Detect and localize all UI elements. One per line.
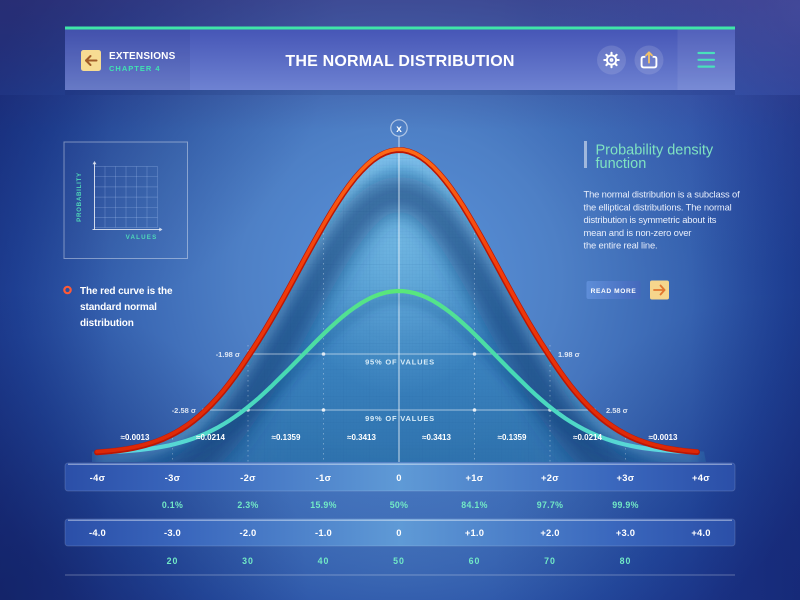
svg-text:2.58 σ: 2.58 σ [606,406,628,415]
svg-text:distribution is symmetric abou: distribution is symmetric about its [584,214,717,225]
svg-text:≈0.0214: ≈0.0214 [573,433,602,442]
svg-text:-2.58 σ: -2.58 σ [172,406,196,415]
svg-text:The red curve is the: The red curve is the [80,286,173,297]
svg-text:1.98 σ: 1.98 σ [558,350,580,359]
svg-text:distribution: distribution [80,318,134,329]
svg-text:0: 0 [396,472,402,483]
svg-text:PROBABILITY: PROBABILITY [76,172,83,222]
svg-text:+1σ: +1σ [465,472,483,483]
svg-text:+4.0: +4.0 [691,527,710,538]
svg-text:standard normal: standard normal [80,302,157,313]
svg-text:97.7%: 97.7% [537,500,563,510]
svg-text:40: 40 [318,556,330,566]
svg-text:2.3%: 2.3% [237,500,258,510]
svg-text:CHAPTER 4: CHAPTER 4 [109,64,161,73]
svg-text:≈0.1359: ≈0.1359 [272,433,301,442]
svg-text:+4σ: +4σ [692,472,710,483]
svg-text:-2.0: -2.0 [240,527,257,538]
svg-text:x: x [396,124,402,135]
svg-text:20: 20 [167,556,179,566]
svg-text:-1.0: -1.0 [315,527,332,538]
svg-text:95% OF VALUES: 95% OF VALUES [365,358,435,367]
svg-text:-2σ: -2σ [240,472,256,483]
svg-text:80: 80 [620,556,632,566]
svg-text:≈0.0214: ≈0.0214 [196,433,225,442]
svg-text:99% OF VALUES: 99% OF VALUES [365,414,435,423]
svg-text:EXTENSIONS: EXTENSIONS [109,51,176,62]
svg-text:≈0.0013: ≈0.0013 [121,433,150,442]
svg-text:+1.0: +1.0 [465,527,484,538]
svg-text:≈0.3413: ≈0.3413 [347,433,376,442]
svg-text:≈0.3413: ≈0.3413 [422,433,451,442]
svg-text:+2.0: +2.0 [540,527,559,538]
svg-text:mean and is non-zero over: mean and is non-zero over [584,227,692,238]
svg-text:70: 70 [544,556,556,566]
svg-text:50%: 50% [390,500,409,510]
svg-text:+2σ: +2σ [541,472,559,483]
svg-text:Probability density: Probability density [596,143,714,159]
svg-text:READ MORE: READ MORE [591,288,637,295]
svg-text:0.1%: 0.1% [162,500,183,510]
svg-text:VALUES: VALUES [126,234,158,241]
svg-text:-4.0: -4.0 [89,527,106,538]
svg-text:99.9%: 99.9% [612,500,638,510]
svg-text:30: 30 [242,556,254,566]
svg-text:THE NORMAL DISTRIBUTION: THE NORMAL DISTRIBUTION [285,53,514,70]
svg-text:-1σ: -1σ [316,472,332,483]
svg-text:50: 50 [393,556,405,566]
svg-text:≈0.0013: ≈0.0013 [649,433,678,442]
svg-text:the elliptical distributions.: the elliptical distributions. The normal [584,201,732,212]
svg-text:-4σ: -4σ [90,472,106,483]
svg-text:-3σ: -3σ [165,472,181,483]
svg-text:-1.98 σ: -1.98 σ [216,350,240,359]
svg-text:-3.0: -3.0 [164,527,181,538]
svg-text:≈0.1359: ≈0.1359 [498,433,527,442]
svg-text:the entire real line.: the entire real line. [584,240,658,251]
svg-text:15.9%: 15.9% [310,500,336,510]
svg-text:0: 0 [396,527,401,538]
svg-text:84.1%: 84.1% [461,500,487,510]
svg-text:+3.0: +3.0 [616,527,635,538]
svg-text:function: function [596,156,647,172]
svg-text:The normal distribution is a s: The normal distribution is a subclass of [584,189,741,200]
svg-text:60: 60 [469,556,481,566]
svg-text:+3σ: +3σ [616,472,634,483]
